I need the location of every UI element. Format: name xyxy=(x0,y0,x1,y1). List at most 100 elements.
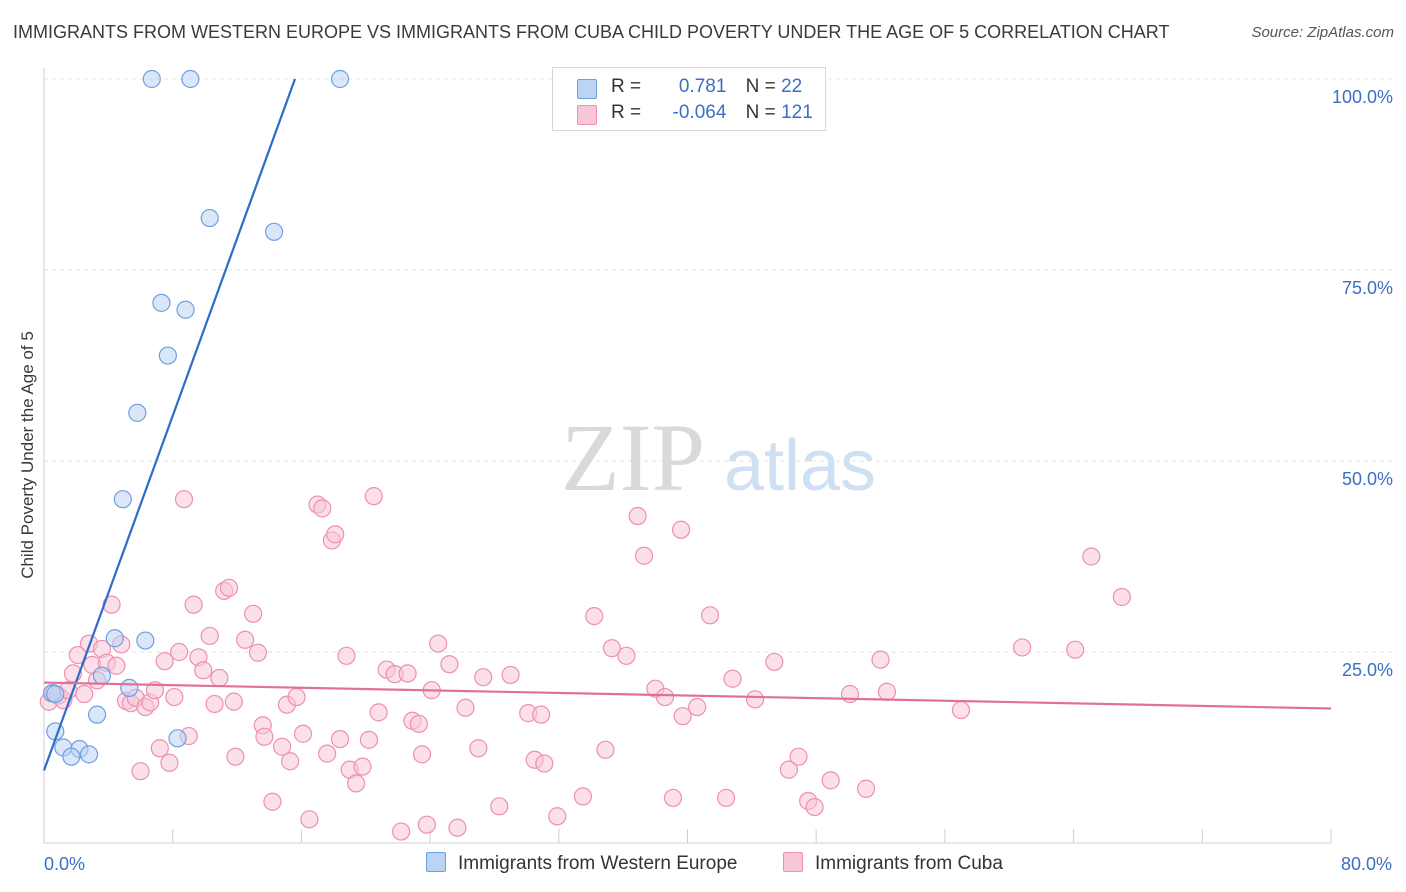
point-western-europe xyxy=(200,208,219,228)
chart-title: IMMIGRANTS FROM WESTERN EUROPE VS IMMIGR… xyxy=(13,22,1170,42)
point-cuba xyxy=(573,787,593,806)
point-cuba xyxy=(717,788,736,808)
point-cuba xyxy=(655,687,675,707)
watermark-atlas: atlas xyxy=(724,426,876,506)
point-cuba xyxy=(255,727,274,746)
point-cuba xyxy=(856,779,876,798)
point-cuba xyxy=(1066,640,1085,659)
point-cuba xyxy=(219,578,239,597)
trend-line-western-europe xyxy=(42,78,296,771)
point-cuba xyxy=(346,774,366,793)
point-western-europe xyxy=(113,490,132,509)
point-cuba xyxy=(107,656,126,675)
point-cuba xyxy=(200,626,219,646)
point-cuba xyxy=(765,652,784,672)
point-cuba xyxy=(628,506,647,526)
point-western-europe xyxy=(330,69,350,89)
point-cuba xyxy=(596,740,615,759)
point-cuba xyxy=(490,797,509,816)
point-cuba xyxy=(409,714,428,733)
watermark-zip: ZIP xyxy=(561,404,705,511)
point-cuba xyxy=(75,684,94,704)
y-tick-label: 100.0% xyxy=(1332,87,1393,107)
point-cuba xyxy=(398,664,417,683)
point-cuba xyxy=(474,668,493,687)
point-cuba xyxy=(634,546,654,565)
point-cuba xyxy=(326,525,345,544)
point-cuba xyxy=(244,604,263,623)
point-cuba xyxy=(318,744,337,763)
point-cuba xyxy=(300,810,319,829)
point-cuba xyxy=(1112,587,1131,607)
bottom-legend-swatch-cuba xyxy=(783,852,803,872)
point-western-europe xyxy=(136,631,155,650)
point-western-europe xyxy=(87,705,107,724)
legend-r-value: -0.064 xyxy=(672,102,727,123)
trend-line-cuba xyxy=(43,681,1332,710)
point-cuba xyxy=(205,694,224,714)
point-cuba xyxy=(789,747,808,766)
legend-r-label: R = xyxy=(611,102,642,123)
legend-swatch-western-europe xyxy=(577,79,597,99)
point-western-europe xyxy=(264,222,284,241)
point-western-europe xyxy=(92,666,112,685)
y-tick-label: 25.0% xyxy=(1342,660,1393,680)
point-cuba xyxy=(281,752,300,771)
point-cuba xyxy=(440,655,459,674)
point-cuba xyxy=(224,692,243,711)
legend-n-value: 22 xyxy=(781,76,803,97)
bottom-legend-western-europe: Immigrants from Western Europe xyxy=(426,852,737,875)
point-cuba xyxy=(272,737,292,756)
legend-n-label: N = xyxy=(745,76,776,97)
x-tick-labels: 0.0% 80.0% xyxy=(44,854,1392,874)
point-cuba xyxy=(673,707,692,726)
point-cuba xyxy=(359,730,379,749)
bottom-legend-label-western-europe: Immigrants from Western Europe xyxy=(458,853,738,874)
point-cuba xyxy=(263,792,282,811)
legend-r-label: R = xyxy=(611,76,642,97)
point-cuba xyxy=(532,705,551,724)
point-cuba xyxy=(779,760,798,779)
point-western-europe xyxy=(152,293,171,312)
point-cuba xyxy=(170,642,189,662)
gridlines xyxy=(44,78,1392,653)
point-western-europe xyxy=(181,69,200,89)
point-cuba xyxy=(131,762,150,781)
point-cuba xyxy=(364,487,383,506)
point-western-europe xyxy=(46,684,65,704)
point-cuba xyxy=(1082,547,1101,566)
chart-source: Source: ZipAtlas.com xyxy=(1251,24,1394,41)
point-cuba xyxy=(160,753,179,772)
point-cuba xyxy=(337,646,356,665)
point-cuba xyxy=(585,606,604,626)
point-cuba xyxy=(469,739,488,758)
legend-n-value: 121 xyxy=(781,102,813,123)
point-western-europe xyxy=(105,629,124,648)
point-western-europe xyxy=(176,300,195,319)
x-tick-min: 0.0% xyxy=(44,854,85,874)
point-cuba xyxy=(174,490,194,509)
point-cuba xyxy=(871,650,890,669)
point-cuba xyxy=(353,757,372,776)
point-cuba xyxy=(700,606,720,625)
point-cuba xyxy=(663,788,683,808)
point-western-europe xyxy=(168,729,187,748)
point-cuba xyxy=(210,668,229,688)
point-cuba xyxy=(150,739,169,758)
point-western-europe xyxy=(62,747,81,766)
point-cuba xyxy=(226,747,245,766)
point-cuba xyxy=(745,690,765,709)
point-cuba xyxy=(951,700,971,720)
series-western-europe-points xyxy=(42,69,350,766)
y-tick-labels: 25.0% 50.0% 75.0% 100.0% xyxy=(1332,87,1393,680)
point-cuba xyxy=(877,682,897,701)
point-cuba xyxy=(287,687,306,707)
point-western-europe xyxy=(120,678,139,698)
point-cuba xyxy=(330,729,350,749)
bottom-legend-cuba: Immigrants from Cuba xyxy=(783,852,1003,875)
bottom-legend-label-cuba: Immigrants from Cuba xyxy=(815,853,1003,874)
point-cuba xyxy=(155,652,174,671)
point-cuba xyxy=(671,520,691,539)
point-cuba xyxy=(723,669,742,688)
